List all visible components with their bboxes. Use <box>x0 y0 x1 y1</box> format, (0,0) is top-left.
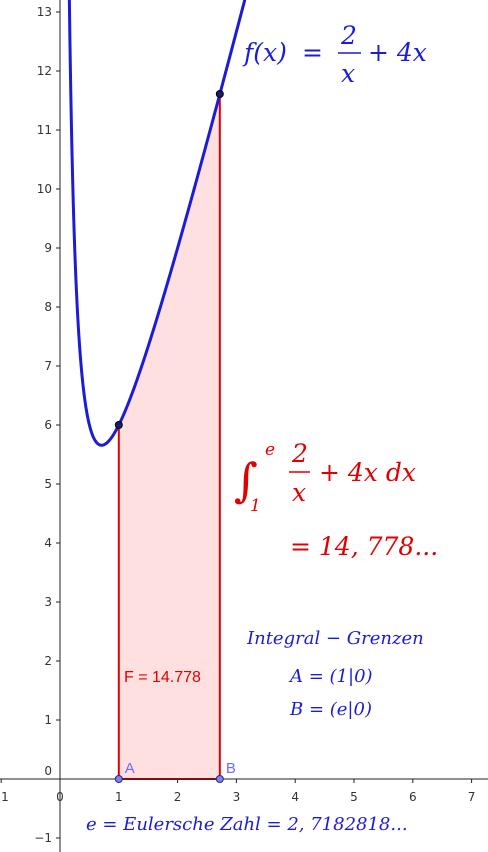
x-tick-label: 5 <box>350 790 358 804</box>
integral-upper-limit: e <box>265 440 275 460</box>
x-tick-label: 0 <box>56 790 64 804</box>
x-tick-label: 2 <box>174 790 182 804</box>
area-fill <box>118 94 220 779</box>
point-label: A <box>125 760 135 777</box>
y-tick-label: −1 <box>34 831 52 845</box>
integral-tail: + 4x dx <box>319 458 416 487</box>
x-tick-label: 1 <box>115 790 123 804</box>
point-marker <box>114 775 123 783</box>
limits-title: Integral − Grenzen <box>246 628 424 649</box>
y-tick-label: 7 <box>44 359 52 373</box>
function-numerator: 2 <box>340 21 357 50</box>
function-label: f(x) = 2 x + 4x <box>242 21 427 88</box>
integral-lower-limit: 1 <box>250 496 261 516</box>
y-tick-label: 8 <box>44 300 52 314</box>
y-tick-label: 10 <box>37 182 52 196</box>
limits-box: Integral − Grenzen A = (1|0) B = (e|0) <box>246 628 424 720</box>
function-lhs: f(x) <box>242 38 287 67</box>
y-tick-label: 12 <box>37 64 52 78</box>
function-tail: + 4x <box>368 38 427 67</box>
point-marker <box>215 90 224 99</box>
x-tick-label: 1 <box>1 790 9 804</box>
integral-denominator: x <box>292 478 306 507</box>
function-curve <box>67 0 247 447</box>
y-tick-label: 2 <box>44 654 52 668</box>
x-tick-label: 7 <box>468 790 476 804</box>
integral-numerator: 2 <box>291 439 308 468</box>
integral-result: = 14, 778... <box>290 532 438 561</box>
y-tick-label: 1 <box>44 713 52 727</box>
point-marker <box>114 421 123 429</box>
y-tick-label: 9 <box>44 241 52 255</box>
point-label: B <box>226 760 236 777</box>
y-tick-label: 6 <box>44 418 52 432</box>
y-tick-label: 3 <box>44 595 52 609</box>
curve-path <box>67 0 247 447</box>
area-label: F = 14.778 <box>124 669 201 686</box>
y-tick-label: 13 <box>37 5 52 19</box>
integral-expression: ∫ e 1 2 x + 4x dx = 14, 778... <box>234 439 438 561</box>
y-tick-label: 5 <box>44 477 52 491</box>
integral-sign: ∫ <box>234 453 258 507</box>
limit-b: B = (e|0) <box>289 699 372 720</box>
function-denominator: x <box>341 59 355 88</box>
y-tick-label: 11 <box>37 123 52 137</box>
function-eq: = <box>302 38 323 67</box>
point-marker <box>215 775 224 783</box>
limit-a: A = (1|0) <box>288 666 373 687</box>
x-tick-label: 6 <box>409 790 417 804</box>
x-tick-label: 3 <box>233 790 241 804</box>
euler-note: e = Eulersche Zahl = 2, 7182818... <box>86 814 408 835</box>
y-tick-label: 0 <box>44 764 52 778</box>
x-tick-label: 4 <box>291 790 299 804</box>
annotations: f(x) = 2 x + 4x ∫ e 1 2 x + 4x dx = 14, … <box>86 21 438 835</box>
y-tick-label: 4 <box>44 536 52 550</box>
